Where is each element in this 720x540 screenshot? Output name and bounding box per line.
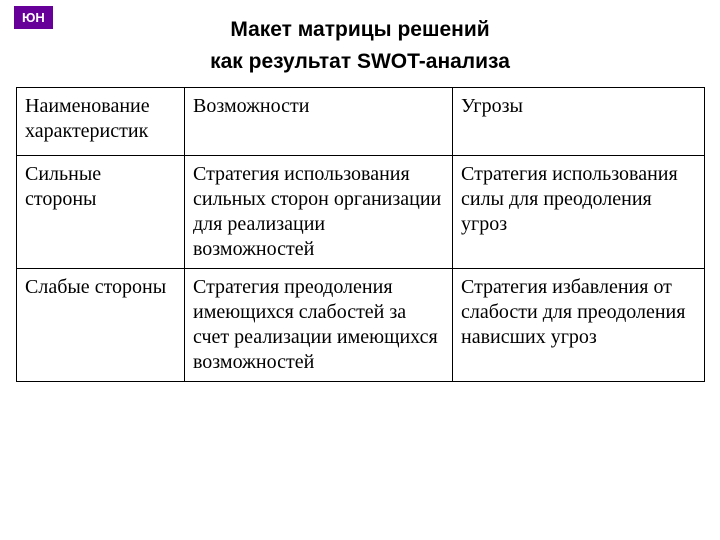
header-cell-threats: Угрозы [453,88,705,156]
badge-text: ЮН [22,10,45,25]
row-label-strengths: Сильные стороны [17,156,185,269]
header-cell-name: Наименование характеристик [17,88,185,156]
header-cell-opportunities: Возможности [185,88,453,156]
title-line-2: как результат SWOT-анализа [0,46,720,78]
table-row: Сильные стороны Стратегия использования … [17,156,705,269]
cell-weaknesses-threats: Стратегия избавления от слабости для пре… [453,269,705,382]
cell-weaknesses-opportunities: Стратегия преодоления имеющихся слабосте… [185,269,453,382]
table-header-row: Наименование характеристик Возможности У… [17,88,705,156]
cell-strengths-threats: Стратегия использования силы для преодол… [453,156,705,269]
corner-badge: ЮН [14,6,53,29]
row-label-weaknesses: Слабые стороны [17,269,185,382]
title-line-1: Макет матрицы решений [0,14,720,46]
title-block: Макет матрицы решений как результат SWOT… [0,0,720,77]
table-row: Слабые стороны Стратегия преодоления име… [17,269,705,382]
cell-strengths-opportunities: Стратегия использования сильных сторон о… [185,156,453,269]
swot-matrix-table: Наименование характеристик Возможности У… [16,87,705,382]
